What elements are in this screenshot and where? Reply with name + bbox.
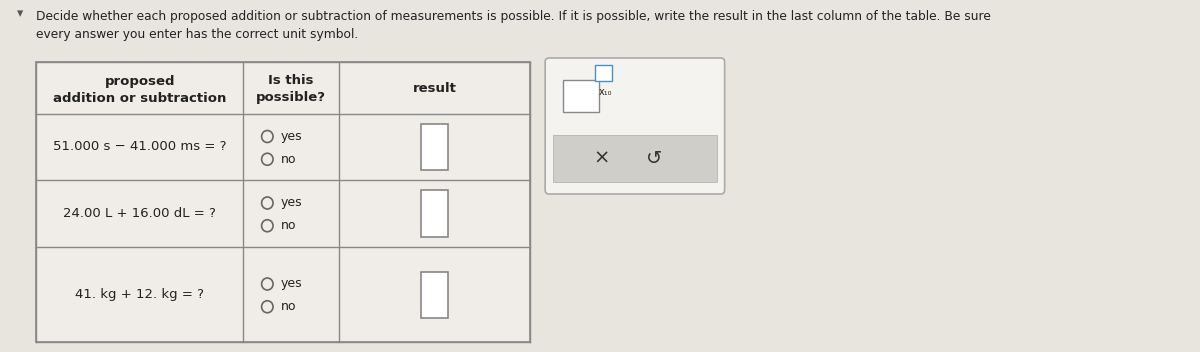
- Polygon shape: [595, 65, 612, 81]
- Polygon shape: [421, 271, 448, 318]
- Text: 24.00 L + 16.00 dL = ?: 24.00 L + 16.00 dL = ?: [64, 207, 216, 220]
- Text: no: no: [281, 219, 296, 232]
- Polygon shape: [421, 124, 448, 170]
- FancyBboxPatch shape: [545, 58, 725, 194]
- Polygon shape: [553, 135, 718, 182]
- Text: Is this: Is this: [269, 75, 314, 88]
- Polygon shape: [36, 62, 530, 342]
- Text: ▾: ▾: [17, 7, 24, 20]
- Text: yes: yes: [281, 277, 302, 290]
- Text: 41. kg + 12. kg = ?: 41. kg + 12. kg = ?: [76, 288, 204, 301]
- Text: proposed: proposed: [104, 75, 175, 88]
- Text: result: result: [413, 82, 456, 94]
- Text: addition or subtraction: addition or subtraction: [53, 92, 227, 105]
- Text: x₁₀: x₁₀: [599, 87, 612, 97]
- Polygon shape: [563, 80, 599, 112]
- Polygon shape: [421, 190, 448, 237]
- Text: every answer you enter has the correct unit symbol.: every answer you enter has the correct u…: [36, 28, 359, 41]
- Text: ↺: ↺: [646, 149, 662, 168]
- Text: ×: ×: [593, 149, 610, 168]
- Text: Decide whether each proposed addition or subtraction of measurements is possible: Decide whether each proposed addition or…: [36, 10, 991, 23]
- Text: no: no: [281, 300, 296, 313]
- Text: yes: yes: [281, 130, 302, 143]
- Text: possible?: possible?: [256, 92, 326, 105]
- Text: yes: yes: [281, 196, 302, 209]
- Text: no: no: [281, 153, 296, 166]
- Text: 51.000 s − 41.000 ms = ?: 51.000 s − 41.000 ms = ?: [53, 140, 227, 153]
